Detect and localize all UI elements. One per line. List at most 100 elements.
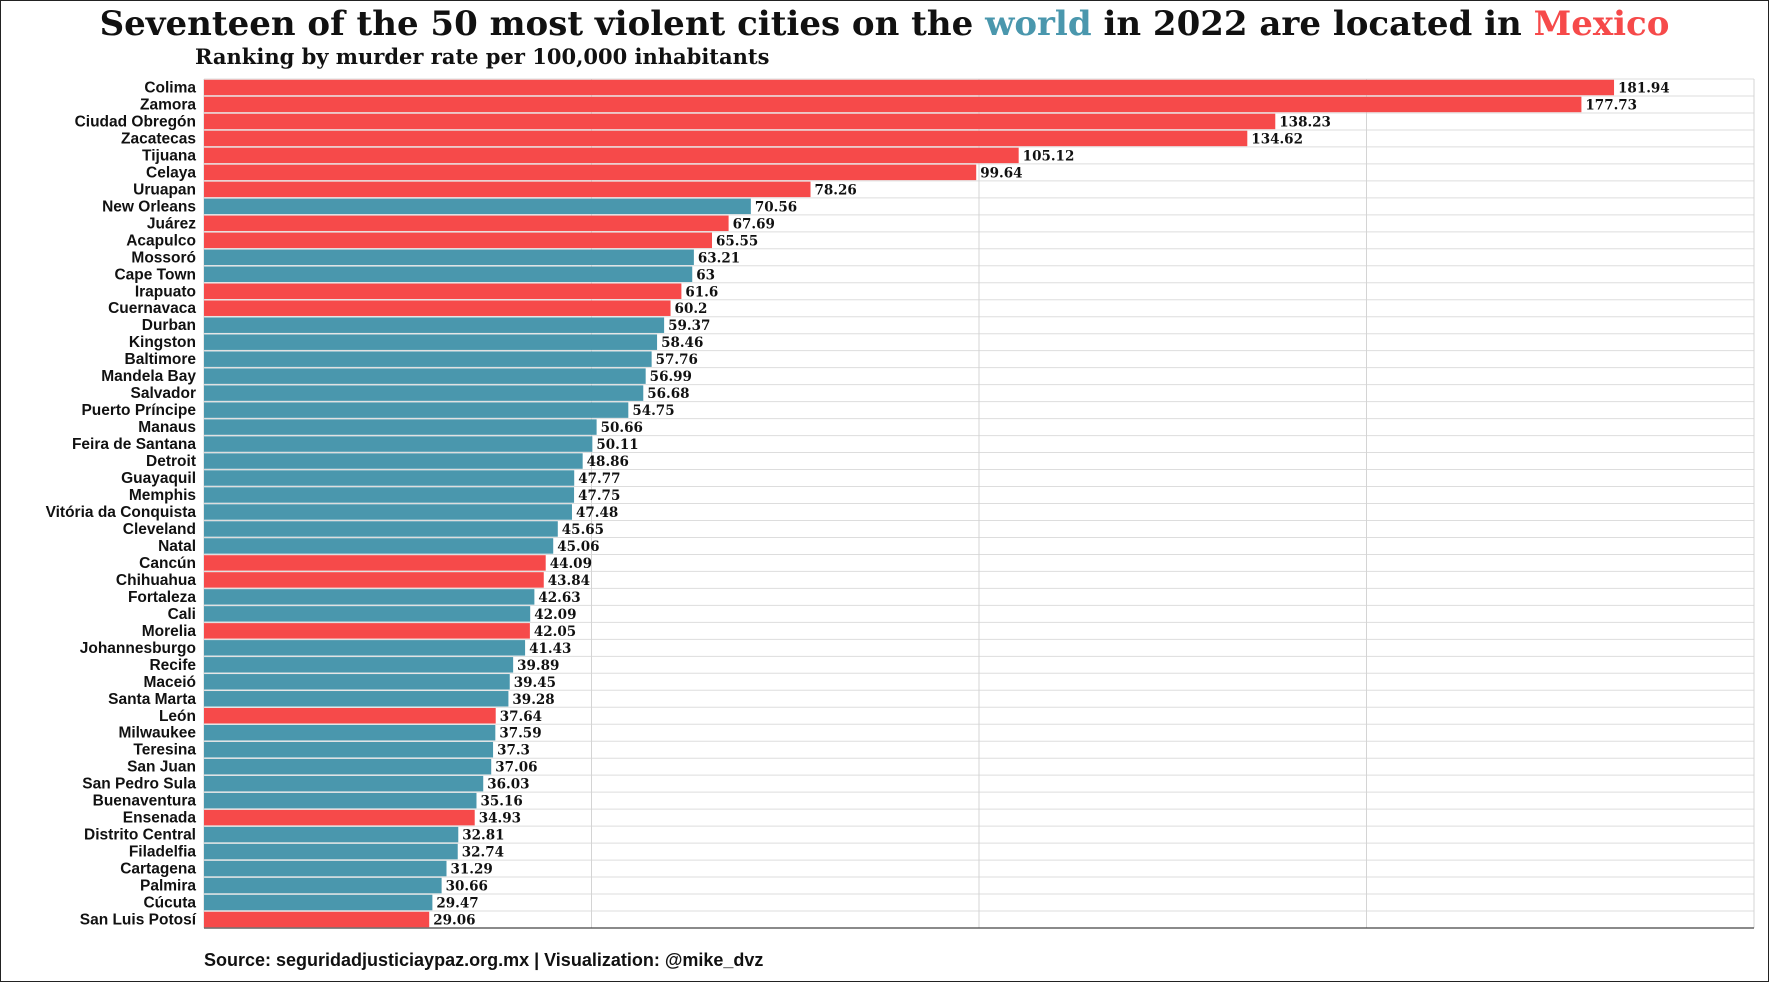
bar	[204, 877, 442, 894]
bar	[204, 521, 558, 537]
bar	[204, 487, 575, 503]
bar	[204, 266, 693, 283]
bar	[204, 334, 658, 350]
category-label: Cartagena	[120, 861, 196, 878]
bar	[204, 368, 646, 384]
bar	[204, 198, 751, 215]
value-label: 32.74	[462, 845, 504, 861]
value-label: 37.06	[495, 760, 537, 776]
value-label: 34.93	[479, 811, 521, 827]
bar	[204, 894, 433, 911]
category-label: Mandela Bay	[101, 368, 196, 385]
category-label: Cali	[168, 606, 196, 623]
value-label: 63	[696, 267, 715, 283]
category-label: Recife	[149, 657, 196, 674]
bar	[204, 453, 583, 469]
value-label: 41.43	[529, 641, 571, 657]
value-label: 47.75	[578, 488, 620, 504]
value-label: 48.86	[587, 454, 629, 470]
category-label: Acapulco	[126, 232, 196, 249]
category-label: New Orleans	[102, 198, 196, 215]
category-label: Santa Marta	[108, 691, 196, 708]
value-label: 30.66	[446, 879, 488, 895]
bar	[204, 96, 1582, 113]
category-label: Memphis	[129, 487, 196, 504]
category-label: Uruapan	[133, 181, 196, 198]
bar	[204, 623, 530, 639]
bar	[204, 555, 546, 571]
value-label: 39.89	[517, 658, 559, 674]
value-label: 65.55	[716, 233, 758, 249]
category-label: Manaus	[138, 419, 196, 436]
bar	[204, 538, 554, 554]
value-label: 42.05	[534, 624, 576, 640]
chart-title: Seventeen of the 50 most violent cities …	[0, 4, 1769, 44]
bar	[204, 674, 510, 690]
category-label: Zamora	[140, 96, 196, 113]
category-label: Maceió	[143, 674, 196, 691]
chart-subtitle: Ranking by murder rate per 100,000 inhab…	[195, 44, 770, 69]
value-label: 32.81	[462, 828, 504, 844]
category-label: Natal	[158, 538, 196, 555]
title-part-1: Seventeen of the 50 most violent cities …	[99, 4, 986, 44]
bar	[204, 436, 593, 452]
title-highlight-world: world	[985, 4, 1092, 44]
bar	[204, 911, 430, 928]
value-label: 45.65	[562, 522, 604, 538]
category-label: Baltimore	[125, 351, 197, 368]
bar	[204, 504, 572, 520]
category-label: Guayaquil	[121, 470, 196, 487]
bar	[204, 724, 496, 741]
bar	[204, 215, 729, 232]
value-label: 45.06	[557, 539, 599, 555]
category-label: Teresina	[133, 742, 196, 759]
bar	[204, 657, 514, 673]
value-label: 29.06	[433, 913, 475, 929]
bar	[204, 232, 713, 249]
category-label: Cúcuta	[143, 895, 196, 912]
value-label: 58.46	[661, 335, 703, 351]
value-label: 56.99	[650, 369, 692, 385]
category-label: Celaya	[146, 164, 196, 181]
bar	[204, 79, 1615, 96]
value-label: 50.11	[596, 437, 638, 453]
category-label: Ensenada	[123, 810, 197, 827]
category-label: Detroit	[146, 453, 196, 470]
category-label: Cancún	[139, 555, 196, 572]
bar	[204, 317, 665, 333]
category-label: Distrito Central	[84, 827, 196, 844]
bar	[204, 181, 811, 198]
bar	[204, 130, 1248, 147]
title-highlight-mexico: Mexico	[1533, 4, 1670, 44]
title-part-2: in 2022 are located in	[1091, 4, 1534, 44]
category-label: Feira de Santana	[72, 436, 196, 453]
category-label: Ciudad Obregón	[75, 113, 196, 130]
value-label: 57.76	[656, 352, 698, 368]
value-label: 105.12	[1023, 148, 1075, 164]
bar	[204, 691, 509, 707]
value-label: 37.64	[500, 709, 542, 725]
value-label: 99.64	[980, 165, 1022, 181]
category-label: Irapuato	[135, 283, 196, 300]
category-label: San Luis Potosí	[80, 912, 197, 929]
bar	[204, 606, 531, 622]
bar	[204, 300, 671, 316]
value-label: 47.48	[576, 505, 618, 521]
value-label: 67.69	[733, 216, 775, 232]
value-label: 54.75	[632, 403, 674, 419]
category-label: Salvador	[131, 385, 196, 402]
value-label: 63.21	[698, 250, 740, 266]
value-label: 47.77	[578, 471, 620, 487]
value-label: 78.26	[815, 182, 857, 198]
bar	[204, 402, 629, 418]
bar	[204, 470, 575, 486]
value-label: 181.94	[1618, 80, 1670, 96]
category-label: Palmira	[140, 878, 196, 895]
bar	[204, 809, 475, 826]
bar	[204, 113, 1276, 130]
bar	[204, 351, 652, 367]
value-label: 134.62	[1251, 131, 1303, 147]
category-label: Morelia	[142, 623, 197, 640]
category-label: Milwaukee	[118, 725, 196, 742]
category-label: Cleveland	[123, 521, 196, 538]
